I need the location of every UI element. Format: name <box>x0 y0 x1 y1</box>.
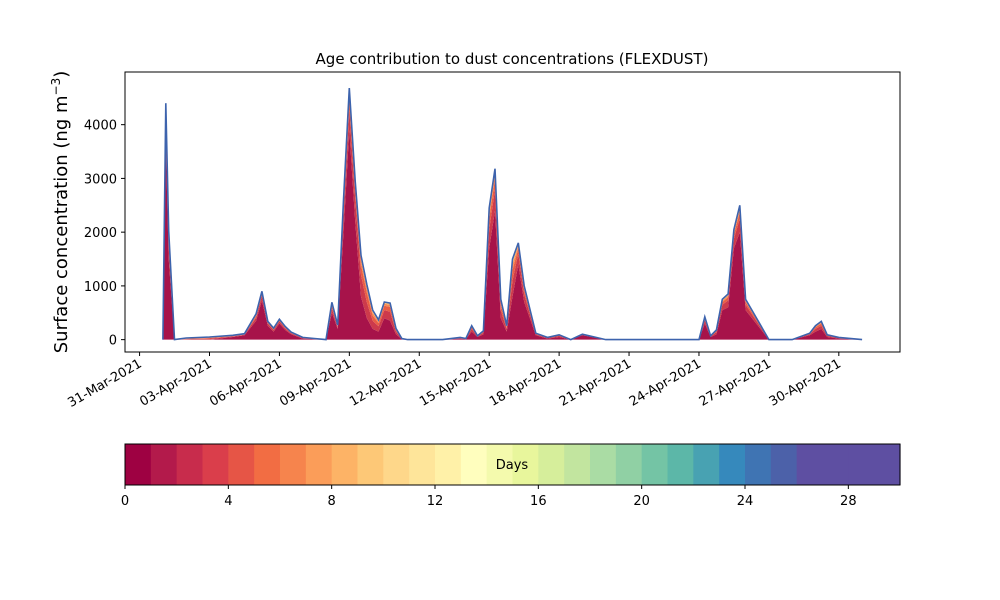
colorbar-cell <box>796 444 824 485</box>
colorbar-cell <box>435 444 462 485</box>
x-axis-ticks: 31-Mar-202103-Apr-202106-Apr-202109-Apr-… <box>65 352 844 411</box>
y-axis-label-suffix: ) <box>51 71 72 78</box>
colorbar-cell <box>357 444 384 485</box>
colorbar-tick-label: 12 <box>427 494 444 509</box>
area-top-outline <box>162 88 863 341</box>
y-tick-label: 4000 <box>84 119 117 134</box>
x-tick-label: 09-Apr-2021 <box>277 356 354 409</box>
x-tick-label: 30-Apr-2021 <box>767 356 844 409</box>
area-series-0 <box>162 130 863 340</box>
colorbar-cell <box>254 444 281 485</box>
colorbar-tick-label: 8 <box>328 494 336 509</box>
colorbar-cell <box>641 444 669 485</box>
y-tick-label: 0 <box>109 334 117 349</box>
colorbar-cell <box>693 444 720 485</box>
x-tick-label: 15-Apr-2021 <box>417 356 494 409</box>
colorbar-cell <box>667 444 694 485</box>
area-series-1 <box>162 109 863 340</box>
colorbar-cell <box>176 444 204 485</box>
colorbar-tick-label: 20 <box>633 494 650 509</box>
x-tick-label: 18-Apr-2021 <box>487 356 564 409</box>
colorbar-label: Days <box>496 458 529 473</box>
colorbar-cell <box>228 444 255 485</box>
y-tick-label: 2000 <box>84 226 117 241</box>
colorbar-cell <box>486 444 514 485</box>
colorbar-cell <box>512 444 539 485</box>
y-axis-label-exponent: −3 <box>49 78 63 96</box>
colorbar-cell <box>590 444 617 485</box>
colorbar-ticks: 0 4 8 12 16 20 24 28 <box>121 485 857 509</box>
colorbar-tick-label: 16 <box>530 494 547 509</box>
plot-areas <box>162 88 863 341</box>
colorbar-cell <box>770 444 798 485</box>
chart-title: Age contribution to dust concentrations … <box>316 50 709 68</box>
colorbar <box>125 444 901 485</box>
colorbar-cell <box>615 444 643 485</box>
colorbar-cell <box>202 444 229 485</box>
colorbar-cell <box>874 444 901 485</box>
y-tick-label: 1000 <box>84 280 117 295</box>
x-tick-label: 06-Apr-2021 <box>207 356 284 409</box>
colorbar-cell <box>150 444 178 485</box>
colorbar-cell <box>564 444 591 485</box>
x-tick-label: 03-Apr-2021 <box>137 356 214 409</box>
colorbar-cell <box>305 444 333 485</box>
colorbar-cell <box>125 444 152 485</box>
colorbar-cell <box>383 444 410 485</box>
x-tick-label: 27-Apr-2021 <box>697 356 774 409</box>
y-axis-ticks: 0 1000 2000 3000 4000 <box>84 119 125 349</box>
y-axis-label: Surface concentration (ng m−3) <box>49 71 72 354</box>
colorbar-cell <box>409 444 436 485</box>
colorbar-frame <box>124 443 901 486</box>
x-tick-label: 21-Apr-2021 <box>557 356 634 409</box>
colorbar-cell <box>745 444 772 485</box>
colorbar-cell <box>331 444 359 485</box>
colorbar-cell <box>848 444 875 485</box>
colorbar-cell <box>538 444 565 485</box>
x-tick-label: 31-Mar-2021 <box>65 356 144 410</box>
y-tick-label: 3000 <box>84 172 117 187</box>
colorbar-tick-label: 24 <box>737 494 754 509</box>
x-tick-label: 12-Apr-2021 <box>347 356 424 409</box>
x-tick-label: 24-Apr-2021 <box>627 356 704 409</box>
colorbar-cell <box>822 444 849 485</box>
colorbar-cell <box>460 444 488 485</box>
colorbar-cell <box>280 444 307 485</box>
colorbar-tick-label: 28 <box>840 494 857 509</box>
colorbar-cell <box>719 444 746 485</box>
colorbar-tick-label: 4 <box>224 494 232 509</box>
colorbar-tick-label: 0 <box>121 494 129 509</box>
plot-frame <box>124 71 901 353</box>
